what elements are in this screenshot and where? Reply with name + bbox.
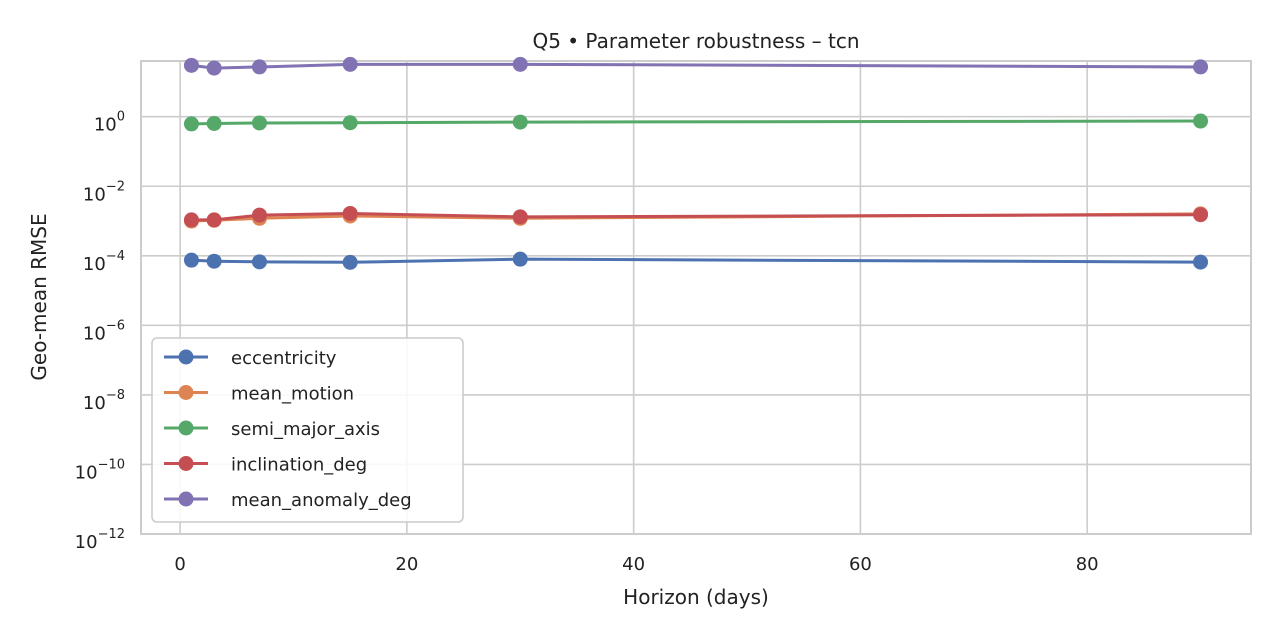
y-tick-label: 10−12 [75, 527, 125, 553]
data-point [183, 116, 199, 132]
data-point [512, 114, 528, 130]
series-semi-major-axis [183, 113, 1209, 132]
chart-title: Q5 • Parameter robustness – tcn [532, 29, 859, 53]
x-tick-label: 20 [395, 554, 418, 575]
series-layer [183, 56, 1209, 270]
legend: eccentricity mean_motion semi_major_axisin… [151, 337, 464, 523]
data-point [1193, 254, 1209, 270]
data-point [183, 252, 199, 268]
x-tick-label: 80 [1076, 554, 1099, 575]
data-point [1193, 207, 1209, 223]
legend-item: semi_major_axis [164, 419, 380, 440]
y-tick-label: 10−8 [83, 388, 125, 414]
data-point [206, 60, 222, 76]
data-point [183, 57, 199, 73]
plot-area-frame [140, 60, 1252, 535]
data-point [206, 115, 222, 131]
x-tick-label: 40 [622, 554, 645, 575]
legend-box [151, 337, 464, 523]
data-point [1193, 113, 1209, 129]
data-point [512, 56, 528, 72]
legend-swatch-marker [178, 491, 194, 507]
data-point [512, 209, 528, 225]
legend-swatch-marker [178, 456, 194, 471]
series-eccentricity [183, 251, 1209, 270]
data-point [342, 56, 358, 72]
y-tick-label: 10−10 [75, 457, 125, 483]
legend-label: mean_anomaly_deg [231, 490, 412, 511]
y-tick-label: 10−2 [83, 179, 125, 205]
data-point [342, 115, 358, 131]
x-axis: 0 20 40 60 80 [174, 554, 1098, 575]
data-point [251, 59, 267, 75]
data-point [251, 115, 267, 131]
data-point [1193, 59, 1209, 75]
x-axis-label: Horizon (days) [623, 585, 769, 609]
x-tick-label: 0 [174, 554, 185, 575]
y-tick-label: 10−4 [83, 249, 125, 275]
x-tick-label: 60 [849, 554, 872, 575]
data-point [251, 207, 267, 223]
legend-label: eccentricity [231, 348, 337, 369]
legend-label: inclination_deg [231, 455, 367, 476]
legend-label: semi_major_axis [231, 419, 380, 440]
data-point [342, 205, 358, 221]
legend-item: mean_motion [164, 384, 354, 405]
series-mean-anomaly-deg [183, 56, 1209, 76]
y-axis: 10−12 10−10 10−8 10−6 10−4 10−2 100 [75, 110, 125, 553]
legend-label: mean_motion [231, 384, 354, 405]
legend-swatch-marker [178, 420, 194, 436]
y-tick-label: 100 [94, 110, 125, 136]
data-point [183, 212, 199, 228]
legend-swatch-marker [178, 385, 194, 400]
data-point [251, 254, 267, 270]
data-point [206, 253, 222, 269]
data-point [342, 254, 358, 270]
legend-item: inclination_deg [164, 455, 367, 476]
y-axis-label: Geo-mean RMSE [27, 213, 51, 380]
series-inclination-deg [183, 205, 1209, 228]
data-point [206, 212, 222, 228]
data-point [512, 251, 528, 267]
legend-item: eccentricity [164, 348, 337, 369]
legend-item: mean_anomaly_deg [164, 490, 412, 511]
legend-swatch-marker [178, 349, 194, 365]
y-tick-label: 10−6 [83, 318, 125, 344]
